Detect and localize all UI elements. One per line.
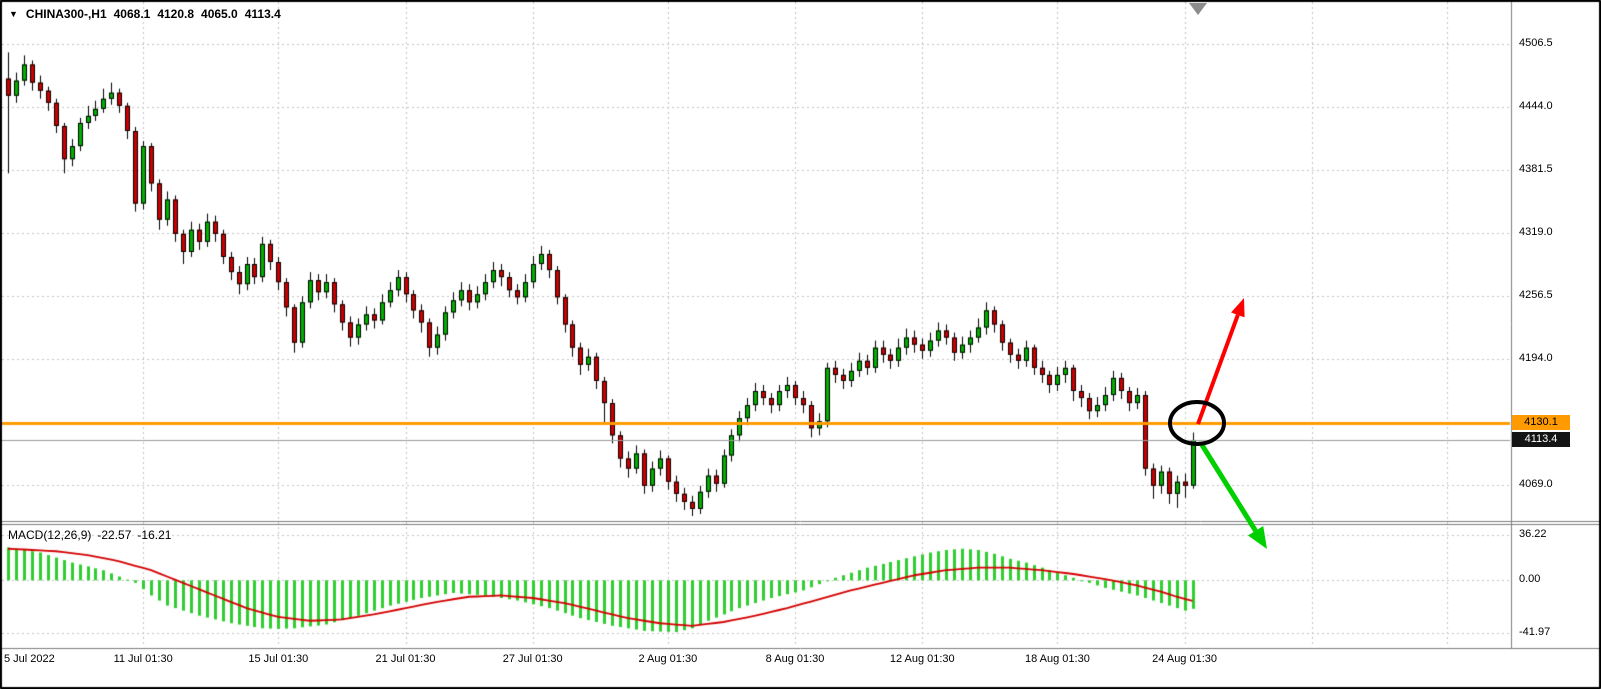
- time-tick-label: 5 Jul 2022: [4, 653, 55, 665]
- price-tick-label: 4194.0: [1519, 351, 1553, 364]
- price-tick-label: 4506.5: [1519, 36, 1553, 49]
- price-axis[interactable]: 4506.5 4444.0 4381.5 4319.0 4256.5 4194.0 4069…: [1512, 0, 1600, 648]
- macd-tick-label: -41.97: [1519, 626, 1551, 639]
- time-axis[interactable]: 5 Jul 2022 11 Jul 01:30 15 Jul 01:30 21 Jul…: [0, 649, 1601, 676]
- time-tick-label: 27 Jul 01:30: [502, 653, 563, 665]
- symbol-timeframe-label: CHINA300-,H1: [25, 7, 107, 21]
- time-tick-label: 21 Jul 01:30: [375, 653, 436, 665]
- price-level-badge: 4130.1: [1512, 415, 1570, 431]
- symbol-quote-bar: ▼ CHINA300-,H1 4068.1 4120.8 4065.0 4113…: [9, 7, 281, 21]
- price-tick-label: 4069.0: [1519, 477, 1553, 490]
- time-tick-label: 8 Aug 01:30: [765, 653, 825, 665]
- macd-tick-label: 36.22: [1519, 527, 1547, 540]
- macd-value: -22.57: [97, 528, 132, 542]
- time-tick-label: 15 Jul 01:30: [248, 653, 309, 665]
- price-tick-label: 4256.5: [1519, 288, 1553, 301]
- quote-low: 4065.0: [201, 7, 238, 21]
- time-tick-label: 18 Aug 01:30: [1024, 653, 1090, 665]
- price-tick-label: 4319.0: [1519, 225, 1553, 238]
- macd-tick-label: 0.00: [1519, 573, 1541, 586]
- macd-signal-value: -16.21: [137, 528, 172, 542]
- macd-name: MACD(12,26,9): [8, 528, 92, 542]
- quote-open: 4068.1: [113, 7, 151, 21]
- price-tick-label: 4444.0: [1519, 99, 1553, 112]
- macd-indicator-label: MACD(12,26,9) -22.57 -16.21: [8, 528, 171, 542]
- price-tick-label: 4381.5: [1519, 162, 1553, 175]
- time-tick-label: 12 Aug 01:30: [889, 653, 955, 665]
- time-tick-label: 2 Aug 01:30: [638, 653, 698, 665]
- time-tick-label: 24 Aug 01:30: [1152, 653, 1218, 665]
- symbol-dropdown-icon[interactable]: ▼: [9, 9, 18, 19]
- quote-high: 4120.8: [157, 7, 195, 21]
- quote-close: 4113.4: [244, 7, 281, 21]
- time-tick-label: 11 Jul 01:30: [113, 653, 173, 665]
- current-price-badge: 4113.4: [1512, 431, 1570, 447]
